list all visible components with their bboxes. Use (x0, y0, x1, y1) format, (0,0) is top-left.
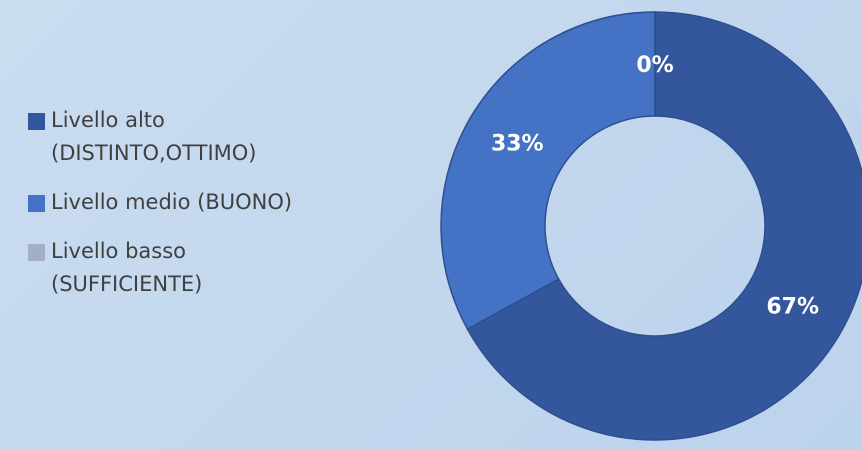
data-label: 33% (491, 132, 544, 157)
data-label: 67% (766, 294, 819, 319)
legend-swatch (28, 244, 45, 261)
legend-swatch (28, 195, 45, 212)
legend-swatch (28, 113, 45, 130)
legend-item: Livello alto (DISTINTO,OTTIMO) (28, 104, 328, 170)
legend-item: Livello medio (BUONO) (28, 186, 328, 219)
legend-label: Livello medio (BUONO) (51, 190, 293, 214)
data-label: 0% (636, 53, 673, 78)
legend-label: Livello alto (DISTINTO,OTTIMO) (51, 108, 257, 165)
slice (466, 11, 862, 441)
slice (440, 11, 656, 331)
legend-item: Livello basso (SUFFICIENTE) (28, 235, 328, 301)
legend-label: Livello basso (SUFFICIENTE) (51, 239, 203, 296)
legend: Livello alto (DISTINTO,OTTIMO) Livello me… (28, 104, 328, 317)
